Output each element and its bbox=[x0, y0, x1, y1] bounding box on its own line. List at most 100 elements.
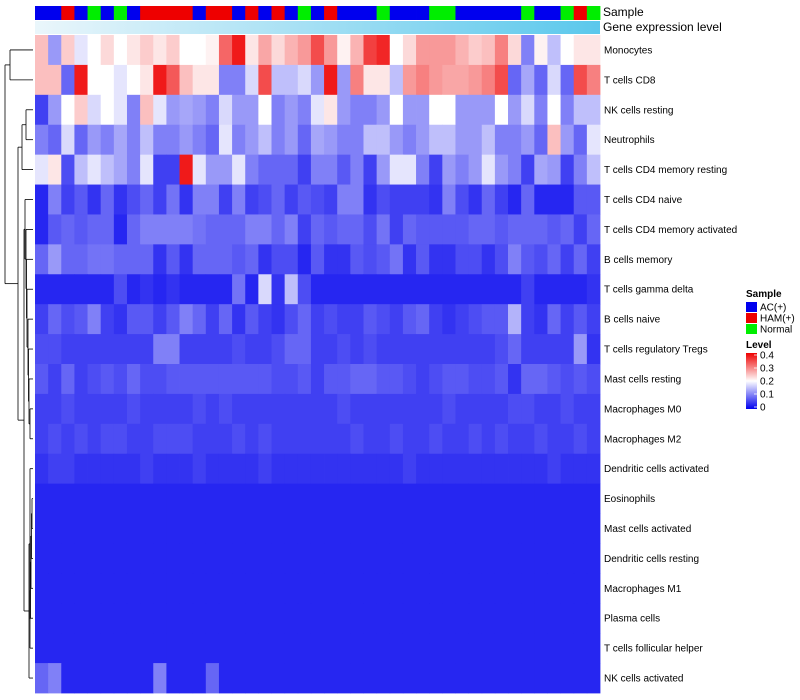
heatmap-cell bbox=[508, 35, 522, 66]
heatmap-cell bbox=[586, 334, 601, 365]
heatmap-cell bbox=[324, 423, 338, 455]
heatmap-cell bbox=[35, 154, 49, 185]
row-label: T cells CD4 memory resting bbox=[604, 165, 727, 176]
heatmap-cell bbox=[87, 543, 102, 574]
heatmap-cell bbox=[363, 573, 378, 604]
heatmap-cell bbox=[350, 543, 364, 574]
heatmap-cell bbox=[429, 453, 443, 485]
heatmap-cell bbox=[494, 393, 509, 425]
heatmap-cell bbox=[508, 663, 522, 694]
heatmap-cell bbox=[494, 483, 509, 514]
heatmap-cell bbox=[416, 364, 430, 395]
sample-annotation-cell bbox=[376, 6, 391, 20]
heatmap-cell bbox=[573, 304, 588, 335]
heatmap-cell bbox=[389, 184, 404, 215]
heatmap-cell bbox=[337, 304, 351, 335]
heatmap-cell bbox=[205, 633, 220, 664]
heatmap-cell bbox=[376, 304, 391, 335]
heatmap-cell bbox=[87, 393, 102, 425]
heatmap-cell bbox=[560, 35, 575, 66]
heatmap-cell bbox=[455, 393, 470, 425]
heatmap-cell bbox=[455, 35, 470, 66]
heatmap-cell bbox=[337, 184, 351, 215]
heatmap-cell bbox=[455, 184, 470, 215]
heatmap-cell bbox=[350, 633, 364, 664]
heatmap-cell bbox=[560, 573, 575, 604]
heatmap-cell bbox=[61, 483, 75, 514]
heatmap-cell bbox=[153, 543, 167, 574]
heatmap-cell bbox=[100, 334, 115, 365]
heatmap-cell bbox=[429, 124, 443, 156]
legend-swatch bbox=[746, 324, 757, 334]
heatmap-cell bbox=[481, 64, 496, 96]
heatmap-cell bbox=[100, 513, 115, 544]
heatmap-cell bbox=[534, 513, 548, 544]
heatmap-cell bbox=[179, 244, 194, 275]
heatmap-cell bbox=[560, 663, 575, 694]
heatmap-cell bbox=[324, 334, 338, 365]
heatmap-cell bbox=[179, 124, 194, 156]
heatmap-cell bbox=[284, 214, 299, 245]
heatmap-cell bbox=[153, 184, 167, 215]
heatmap-cell bbox=[573, 543, 588, 574]
heatmap-cell bbox=[192, 124, 207, 156]
row-label: Mast cells resting bbox=[604, 375, 681, 386]
heatmap-cell bbox=[232, 35, 246, 66]
heatmap-cell bbox=[258, 364, 272, 395]
heatmap-cell bbox=[35, 633, 49, 664]
heatmap-cell bbox=[297, 663, 312, 694]
heatmap-cell bbox=[573, 154, 588, 185]
heatmap-cell bbox=[521, 543, 535, 574]
heatmap-cell bbox=[416, 214, 430, 245]
heatmap-cell bbox=[547, 334, 561, 365]
heatmap-cell bbox=[508, 244, 522, 275]
heatmap-cell bbox=[468, 423, 483, 455]
heatmap-cell bbox=[455, 423, 470, 455]
heatmap-cell bbox=[560, 603, 575, 634]
heatmap-cell bbox=[429, 334, 443, 365]
heatmap-cell bbox=[389, 35, 404, 66]
heatmap-cell bbox=[468, 513, 483, 544]
heatmap-cell bbox=[258, 513, 272, 544]
heatmap-cell bbox=[113, 453, 128, 485]
heatmap-cell bbox=[232, 334, 246, 365]
heatmap-cell bbox=[429, 663, 443, 694]
heatmap-cell bbox=[205, 304, 220, 335]
heatmap-cell bbox=[48, 244, 62, 275]
heatmap-cell bbox=[442, 154, 456, 185]
heatmap-cell bbox=[586, 35, 601, 66]
heatmap-cell bbox=[547, 64, 561, 96]
heatmap-cell bbox=[521, 513, 535, 544]
heatmap-cell bbox=[179, 94, 194, 126]
row-label: NK cells activated bbox=[604, 674, 683, 685]
heatmap-cell bbox=[205, 244, 220, 275]
heatmap-cell bbox=[481, 35, 496, 66]
heatmap-cell bbox=[573, 124, 588, 156]
heatmap-cell bbox=[48, 364, 62, 395]
heatmap-cell bbox=[140, 35, 154, 66]
heatmap-cell bbox=[350, 64, 364, 96]
heatmap-cell bbox=[284, 393, 299, 425]
row-label: Dendritic cells resting bbox=[604, 554, 699, 565]
heatmap-cell bbox=[455, 304, 470, 335]
heatmap-cell bbox=[258, 94, 272, 126]
sample-annotation-cell bbox=[35, 6, 49, 20]
heatmap-cell bbox=[192, 94, 207, 126]
heatmap-cell bbox=[48, 304, 62, 335]
heatmap-cell bbox=[429, 154, 443, 185]
heatmap-cell bbox=[297, 244, 312, 275]
heatmap-cell bbox=[218, 423, 233, 455]
heatmap-cell bbox=[586, 64, 601, 96]
heatmap-cell bbox=[494, 154, 509, 185]
heatmap-cell bbox=[35, 603, 49, 634]
heatmap-cell bbox=[35, 274, 49, 305]
heatmap-cell bbox=[113, 274, 128, 305]
heatmap-cell bbox=[258, 543, 272, 574]
heatmap-cell bbox=[389, 573, 404, 604]
heatmap-cell bbox=[310, 393, 325, 425]
heatmap-cell bbox=[232, 184, 246, 215]
heatmap-cell bbox=[429, 513, 443, 544]
heatmap-cell bbox=[547, 35, 561, 66]
heatmap-cell bbox=[455, 94, 470, 126]
sample-annotation-cell bbox=[258, 6, 272, 20]
